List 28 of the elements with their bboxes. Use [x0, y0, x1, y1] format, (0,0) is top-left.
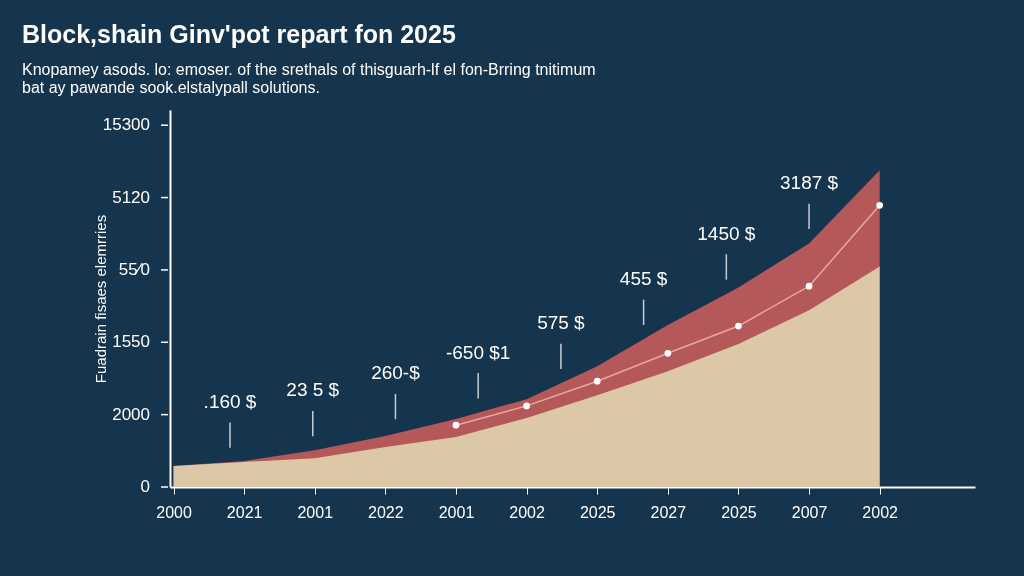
text: 1550: [112, 332, 150, 352]
annotation: 575 $: [537, 312, 586, 334]
x-tick-label: 2002: [862, 503, 899, 521]
x-tick-label: 2021: [226, 503, 263, 521]
y-axis-title: Fuadrain fisaes elemrries: [91, 214, 109, 384]
x-tick-label: 2025: [721, 503, 757, 521]
text: 15300: [102, 115, 150, 135]
annotation: -650 $1: [445, 341, 511, 363]
text: 2000: [112, 404, 150, 424]
x-tick-label: 2000: [156, 503, 192, 521]
annotation: 260-$: [371, 362, 421, 384]
x-tick-label: 2001: [438, 503, 475, 521]
text: 0: [140, 477, 150, 496]
x-tick-label: 2025: [579, 503, 616, 521]
x-tick-label: 2027: [650, 503, 687, 521]
x-tick-label: 2007: [791, 503, 828, 521]
x-tick-label: 2022: [368, 503, 404, 521]
chart-title: Block,shain Ginv'pot repart fon 2025: [22, 20, 456, 48]
annotation: 23 5 $: [286, 379, 340, 401]
annotation: 1450 $: [697, 222, 756, 244]
annotation: 3187 $: [779, 172, 839, 194]
x-tick-label: 2001: [297, 503, 334, 521]
chart-subtitle: Knopamey asods. lo: emoser. of the srethals of thisguarh-lf el fon-Brring tnitimum bat ay pawande sook.elstalypall solutions.: [22, 61, 596, 96]
annotation: 455 $: [619, 268, 668, 290]
x-tick-label: 2002: [509, 503, 545, 521]
text: 55⁄0: [118, 259, 150, 279]
annotation: .160 $: [203, 390, 257, 412]
text: 5120: [112, 187, 150, 207]
